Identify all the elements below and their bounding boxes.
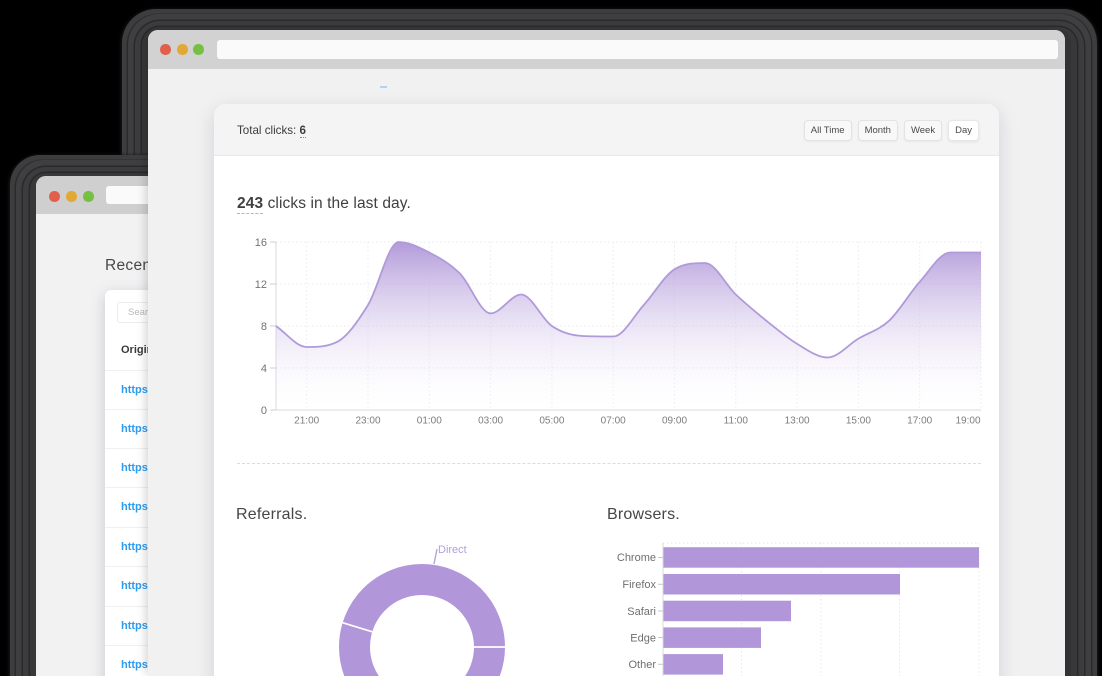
svg-text:8: 8	[261, 321, 267, 333]
svg-text:16: 16	[255, 237, 267, 249]
svg-text:12: 12	[255, 279, 267, 291]
svg-text:19:00: 19:00	[955, 416, 980, 427]
svg-text:05:00: 05:00	[539, 416, 564, 427]
svg-text:21:00: 21:00	[294, 416, 319, 427]
svg-text:07:00: 07:00	[601, 416, 626, 427]
svg-text:Edge: Edge	[630, 633, 656, 645]
svg-text:Safari: Safari	[627, 606, 656, 618]
svg-text:09:00: 09:00	[662, 416, 687, 427]
svg-text:0: 0	[261, 405, 267, 417]
svg-text:Firefox: Firefox	[622, 579, 656, 591]
svg-text:17:00: 17:00	[907, 416, 932, 427]
svg-text:4: 4	[261, 363, 267, 375]
svg-text:03:00: 03:00	[478, 416, 503, 427]
svg-text:13:00: 13:00	[785, 416, 810, 427]
svg-text:Chrome: Chrome	[617, 552, 656, 564]
svg-text:11:00: 11:00	[724, 416, 749, 427]
svg-text:Other: Other	[628, 659, 656, 671]
svg-text:23:00: 23:00	[355, 416, 380, 427]
svg-text:01:00: 01:00	[417, 416, 442, 427]
svg-text:Direct: Direct	[438, 544, 467, 556]
svg-text:15:00: 15:00	[846, 416, 871, 427]
